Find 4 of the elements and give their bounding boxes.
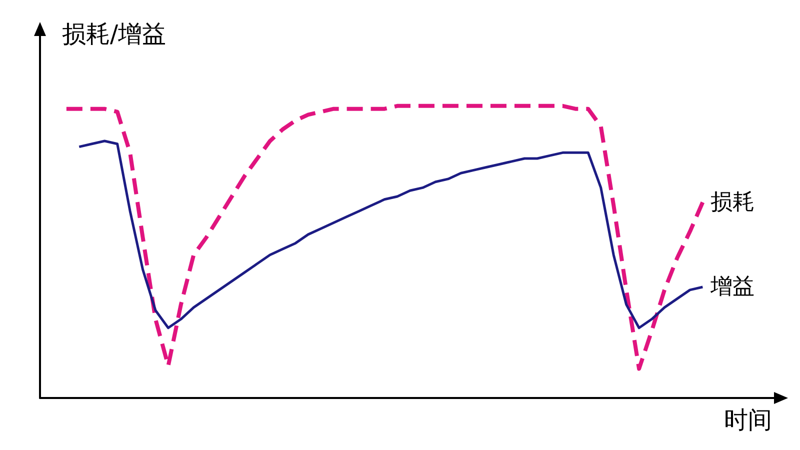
series-label: 损耗 xyxy=(710,190,755,215)
series-label: 增益 xyxy=(710,274,755,300)
y-axis-title: 损耗/增益 xyxy=(62,20,166,48)
x-axis-title: 时间 xyxy=(724,406,772,434)
